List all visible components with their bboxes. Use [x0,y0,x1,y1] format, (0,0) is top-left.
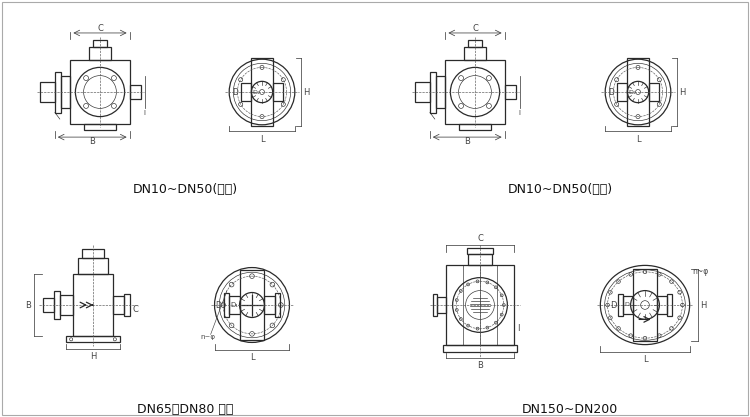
Bar [446,60,505,124]
Bar [251,58,274,126]
Text: I: I [518,110,520,116]
Text: DN10~DN50(轻型): DN10~DN50(轻型) [133,183,238,196]
Bar [240,270,264,340]
Bar [274,293,280,317]
Bar [67,336,119,342]
Bar [264,296,274,314]
Text: D₁: D₁ [252,90,260,95]
Bar [623,296,634,314]
Bar [626,58,650,126]
Bar [92,40,107,47]
Text: D₁: D₁ [628,90,635,95]
Text: D₁: D₁ [624,302,632,307]
Text: L: L [636,135,640,143]
Text: B: B [26,301,32,309]
Bar [650,83,659,101]
Text: H: H [90,352,96,361]
Bar [667,294,672,316]
Text: D: D [232,88,238,96]
Bar [113,296,125,314]
Bar [616,83,626,101]
Text: D: D [610,301,616,309]
Text: C: C [133,305,139,314]
Bar [70,60,130,124]
Text: DN150~DN200: DN150~DN200 [522,403,618,416]
Text: L: L [643,355,647,364]
Text: DN10~DN50(轻型): DN10~DN50(轻型) [508,183,613,196]
Text: D: D [216,301,221,309]
Bar [505,85,516,99]
Bar [82,249,104,258]
Bar [274,83,284,101]
Text: B: B [89,137,95,146]
Text: C: C [97,25,103,33]
Bar [443,344,517,352]
Text: D₁: D₁ [230,302,238,308]
Text: L: L [260,135,264,143]
Bar [634,269,656,341]
Text: n~φ: n~φ [201,334,216,340]
Bar [436,76,445,108]
Bar [430,71,436,113]
Bar [446,265,514,344]
Bar [224,293,230,317]
Text: H: H [679,88,686,96]
Bar [55,71,61,113]
Bar [60,295,73,315]
Bar [73,274,113,336]
Bar [78,258,108,274]
Bar [437,297,446,313]
Text: I: I [517,324,520,333]
Text: L: L [250,353,254,362]
Text: C: C [472,25,478,33]
Text: n~φ: n~φ [692,266,709,276]
Text: D: D [608,88,614,96]
Bar [54,291,60,319]
Text: I: I [143,110,146,116]
Text: H: H [700,301,706,309]
Bar [130,85,141,99]
Text: H: H [303,88,309,96]
Bar [124,294,130,316]
Text: B: B [464,137,470,146]
Text: B: B [477,361,483,370]
Bar [467,248,493,254]
Bar [88,47,112,60]
Bar [43,298,54,312]
Bar [469,254,491,265]
Bar [416,82,430,102]
Bar [458,124,491,130]
Bar [40,82,55,102]
Bar [618,294,623,316]
Bar [241,83,250,101]
Bar [83,124,116,130]
Bar [656,296,667,314]
Bar [230,296,240,314]
Bar [433,294,437,316]
Bar [464,47,487,60]
Bar [61,76,70,108]
Text: DN65、DN80 轻型: DN65、DN80 轻型 [136,403,233,416]
Text: C: C [477,234,483,243]
Bar [467,40,482,47]
